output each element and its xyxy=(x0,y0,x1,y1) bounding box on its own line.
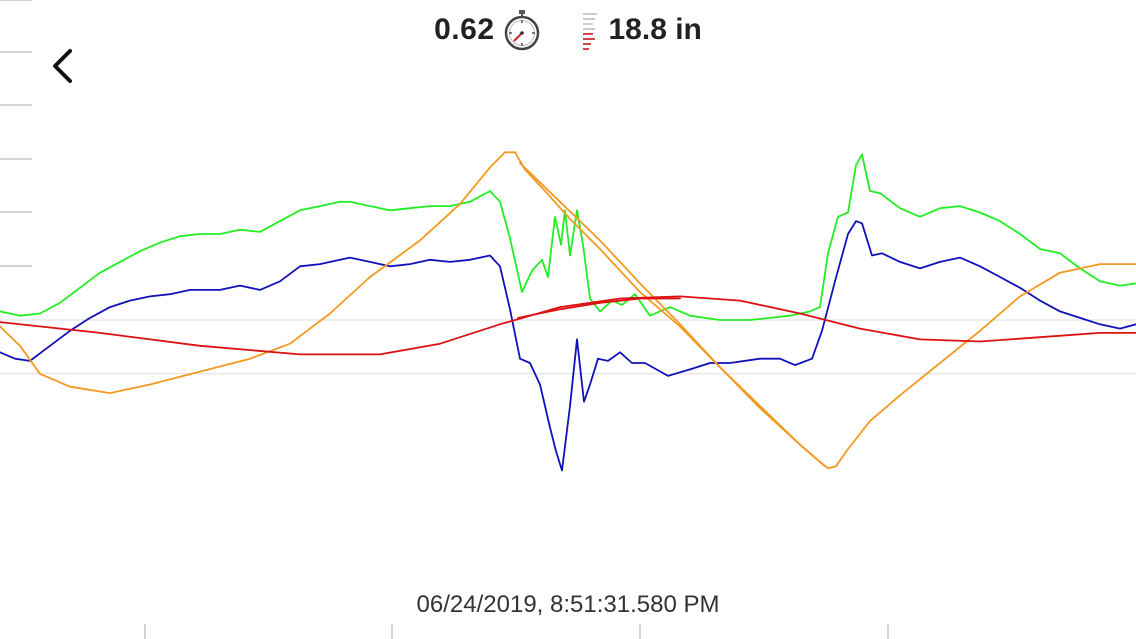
depth-ladder-icon xyxy=(579,8,601,52)
orange-series-line xyxy=(0,151,1136,470)
back-button[interactable] xyxy=(44,44,84,88)
red-series-line xyxy=(0,295,1136,356)
header-metrics: 0.62 xyxy=(0,8,1136,52)
chevron-left-icon xyxy=(53,49,72,83)
stopwatch-icon xyxy=(501,8,543,52)
bottom-axis-ticks xyxy=(144,624,889,639)
series-layer xyxy=(0,151,1136,472)
orange-series-line xyxy=(519,162,826,468)
left-axis-ticks xyxy=(0,0,32,267)
chart-gridlines xyxy=(0,319,1136,375)
depth-value: 18.8 in xyxy=(608,13,702,46)
time-value: 0.62 xyxy=(434,13,495,46)
timestamp-label: 06/24/2019, 8:51:31.580 PM xyxy=(416,591,720,618)
red-series-line xyxy=(517,297,681,319)
green-series-line xyxy=(0,153,1136,321)
blue-series-line xyxy=(0,220,1136,472)
